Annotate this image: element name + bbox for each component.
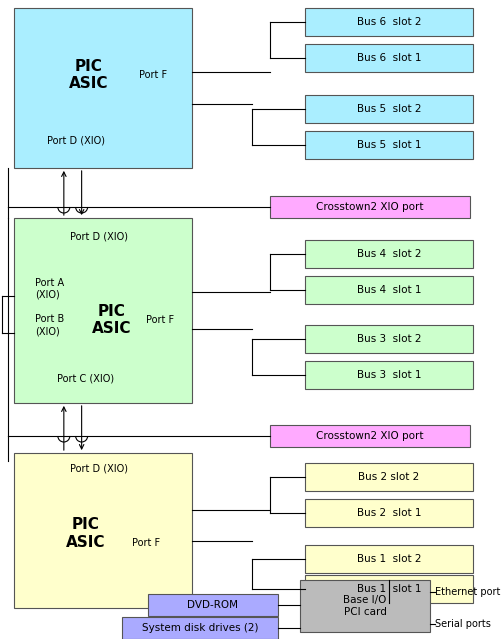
Bar — [270, 196, 470, 218]
Bar — [305, 240, 473, 268]
Bar — [300, 580, 430, 632]
Bar — [305, 361, 473, 389]
Text: Bus 2  slot 1: Bus 2 slot 1 — [357, 508, 421, 518]
Text: Bus 3  slot 2: Bus 3 slot 2 — [357, 334, 421, 344]
Bar — [305, 499, 473, 527]
Text: Bus 5  slot 2: Bus 5 slot 2 — [357, 104, 421, 114]
Bar — [14, 453, 192, 608]
Text: Port F: Port F — [146, 315, 174, 325]
Text: Port A
(XIO): Port A (XIO) — [35, 277, 64, 299]
Bar — [305, 44, 473, 72]
Bar — [14, 8, 192, 168]
Bar — [305, 131, 473, 159]
Text: Bus 3  slot 1: Bus 3 slot 1 — [357, 370, 421, 380]
Text: Bus 4  slot 2: Bus 4 slot 2 — [357, 249, 421, 259]
Text: Port D (XIO): Port D (XIO) — [70, 463, 128, 473]
Text: Ethernet port: Ethernet port — [435, 587, 500, 597]
Text: DVD-ROM: DVD-ROM — [188, 600, 238, 610]
Text: Port D (XIO): Port D (XIO) — [47, 136, 105, 146]
Text: Port D (XIO): Port D (XIO) — [70, 231, 128, 242]
Bar — [305, 8, 473, 36]
Bar — [270, 425, 470, 447]
Bar — [305, 95, 473, 123]
Bar — [305, 545, 473, 573]
Bar — [305, 575, 473, 603]
Text: System disk drives (2): System disk drives (2) — [142, 623, 258, 633]
Text: Bus 1  slot 2: Bus 1 slot 2 — [357, 554, 421, 564]
Text: Bus 1  slot 1: Bus 1 slot 1 — [357, 584, 421, 594]
Text: Port F: Port F — [139, 70, 167, 81]
Text: PIC
ASIC: PIC ASIC — [65, 518, 105, 550]
Bar — [305, 276, 473, 304]
Text: Bus 5  slot 1: Bus 5 slot 1 — [357, 140, 421, 150]
Bar — [148, 594, 278, 616]
Text: PIC
ASIC: PIC ASIC — [92, 304, 132, 336]
Bar — [305, 325, 473, 353]
Text: Base I/O
PCI card: Base I/O PCI card — [344, 595, 387, 617]
Text: Crosstown2 XIO port: Crosstown2 XIO port — [316, 202, 424, 212]
Text: Bus 4  slot 1: Bus 4 slot 1 — [357, 285, 421, 295]
Text: Bus 6  slot 2: Bus 6 slot 2 — [357, 17, 421, 27]
Text: Port B
(XIO): Port B (XIO) — [35, 314, 64, 336]
Text: Port C (XIO): Port C (XIO) — [57, 374, 114, 384]
Text: Port F: Port F — [132, 538, 160, 548]
Text: Crosstown2 XIO port: Crosstown2 XIO port — [316, 431, 424, 441]
Text: PIC
ASIC: PIC ASIC — [69, 59, 109, 91]
Text: Bus 6  slot 1: Bus 6 slot 1 — [357, 53, 421, 63]
Text: Bus 2 slot 2: Bus 2 slot 2 — [358, 472, 420, 482]
Bar — [305, 463, 473, 491]
Text: Serial ports: Serial ports — [435, 619, 491, 629]
Bar — [122, 617, 278, 639]
Bar — [14, 218, 192, 403]
